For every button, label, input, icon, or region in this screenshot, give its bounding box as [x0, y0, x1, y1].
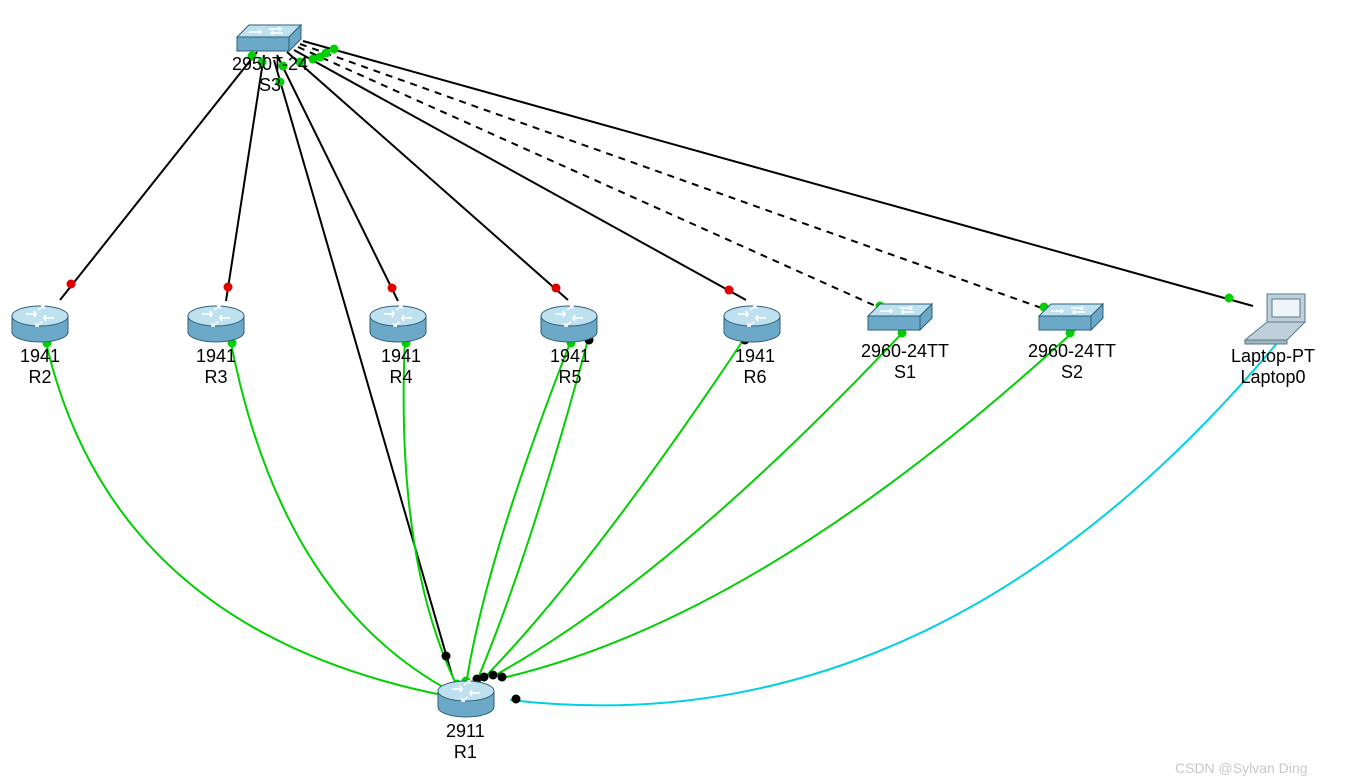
- switch-S2[interactable]: [1039, 304, 1103, 330]
- device-hostname: R6: [744, 367, 767, 387]
- port-dot: [498, 673, 507, 682]
- device-label-R3: 1941R3: [196, 346, 236, 387]
- device-label-R5: 1941R5: [550, 346, 590, 387]
- device-model: 1941: [735, 346, 775, 366]
- port-dot: [489, 671, 498, 680]
- link-R2-R1: [45, 338, 447, 696]
- device-label-Laptop0: Laptop-PTLaptop0: [1231, 346, 1315, 387]
- device-hostname: S1: [894, 362, 916, 382]
- link-S3-S2: [300, 44, 1064, 316]
- topology-canvas: [0, 0, 1350, 780]
- router-R2[interactable]: [12, 306, 68, 342]
- port-dot: [67, 280, 76, 289]
- link-R5-R1: [466, 338, 572, 685]
- device-hostname: R5: [559, 367, 582, 387]
- device-model: Laptop-PT: [1231, 346, 1315, 366]
- router-R1[interactable]: [438, 681, 494, 717]
- watermark: CSDN @Sylvan Ding: [1175, 760, 1307, 776]
- link-Laptop0-R1: [510, 336, 1283, 705]
- link-R5-R1: [476, 336, 589, 683]
- device-model: 1941: [381, 346, 421, 366]
- link-R3-R1: [230, 338, 452, 692]
- device-hostname: S2: [1061, 362, 1083, 382]
- port-dot: [512, 695, 521, 704]
- port-dot: [224, 283, 233, 292]
- switch-S3[interactable]: [237, 25, 301, 51]
- laptop-Laptop0[interactable]: [1245, 294, 1305, 344]
- device-label-S2: 2960-24TTS2: [1028, 341, 1116, 382]
- device-model: 2950T-24: [232, 54, 308, 74]
- device-model: 1941: [550, 346, 590, 366]
- device-hostname: S3: [259, 75, 281, 95]
- device-hostname: R2: [29, 367, 52, 387]
- port-dot: [1225, 294, 1234, 303]
- device-label-S3: 2950T-24S3: [232, 54, 308, 95]
- device-label-S1: 2960-24TTS1: [861, 341, 949, 382]
- device-model: 1941: [20, 346, 60, 366]
- link-S3-R1: [274, 60, 452, 675]
- port-dot: [442, 652, 451, 661]
- switch-S1[interactable]: [868, 304, 932, 330]
- device-hostname: Laptop0: [1240, 367, 1305, 387]
- router-R5[interactable]: [541, 306, 597, 342]
- link-R4-R1: [404, 338, 458, 688]
- device-label-R2: 1941R2: [20, 346, 60, 387]
- device-label-R6: 1941R6: [735, 346, 775, 387]
- link-S3-Laptop0: [303, 41, 1253, 306]
- router-R3[interactable]: [188, 306, 244, 342]
- link-S3-R6: [294, 50, 746, 300]
- device-model: 2960-24TT: [861, 341, 949, 361]
- device-hostname: R4: [390, 367, 413, 387]
- router-R4[interactable]: [370, 306, 426, 342]
- port-dot: [552, 284, 561, 293]
- device-hostname: R1: [454, 742, 477, 762]
- device-label-R1: 2911R1: [446, 721, 485, 762]
- device-model: 1941: [196, 346, 236, 366]
- link-R6-R1: [482, 336, 746, 680]
- port-dot: [725, 286, 734, 295]
- device-hostname: R3: [205, 367, 228, 387]
- link-S3-R2: [60, 52, 257, 300]
- device-label-R4: 1941R4: [381, 346, 421, 387]
- port-dot: [480, 673, 489, 682]
- port-dot: [388, 284, 397, 293]
- device-model: 2960-24TT: [1028, 341, 1116, 361]
- port-dot: [330, 45, 339, 54]
- router-R6[interactable]: [724, 306, 780, 342]
- port-dot: [322, 49, 331, 58]
- device-model: 2911: [446, 721, 485, 741]
